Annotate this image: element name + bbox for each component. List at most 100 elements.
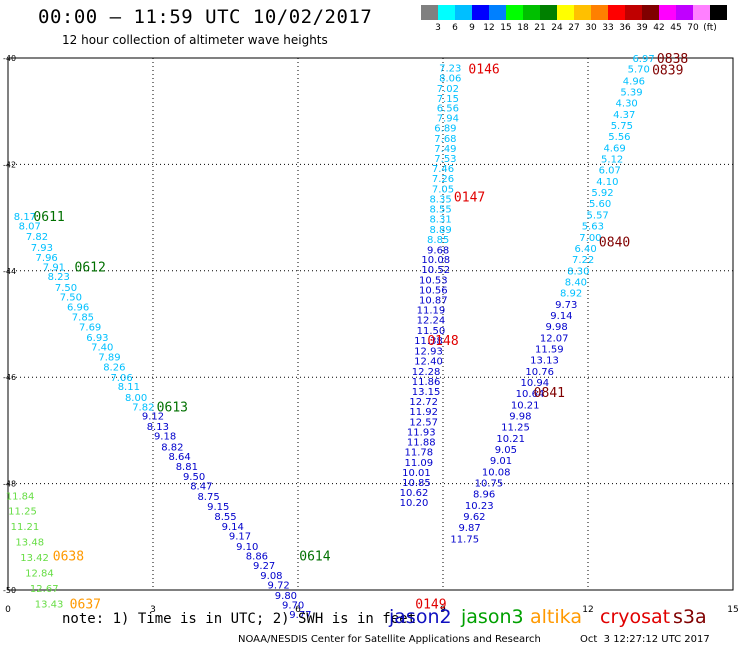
pass-time-label: 0840 — [599, 236, 630, 251]
wave-height-value: 10.62 — [400, 488, 429, 499]
wave-height-value: 6.40 — [574, 244, 596, 255]
wave-height-value: 10.85 — [402, 478, 431, 489]
wave-height-value: 11.78 — [405, 448, 434, 459]
wave-height-value: 9.72 — [268, 581, 290, 592]
wave-height-value: 11.09 — [405, 458, 434, 469]
wave-height-value: 7.82 — [26, 232, 48, 243]
wave-height-value: 9.08 — [260, 571, 282, 582]
wave-height-value: 9.27 — [253, 561, 275, 572]
legend-swatch — [506, 5, 523, 20]
wave-height-value: 10.01 — [402, 468, 431, 479]
wave-height-value: 8.64 — [168, 452, 190, 463]
wave-height-value: 12.84 — [25, 568, 54, 579]
wave-height-value: 9.70 — [282, 600, 304, 611]
wave-height-value: 8.11 — [118, 382, 140, 393]
legend-swatch — [574, 5, 591, 20]
wave-height-value: 6.07 — [599, 166, 621, 177]
wave-height-value: 9.50 — [183, 472, 205, 483]
x-tick-label: 0 — [5, 605, 11, 615]
wave-height-value: 9.68 — [427, 246, 449, 257]
legend-label: (ft) — [703, 23, 717, 33]
wave-height-value: 5.60 — [589, 199, 611, 210]
wave-height-value: 6.56 — [437, 103, 459, 114]
legend-swatch — [710, 5, 727, 20]
wave-height-value: 7.82 — [132, 402, 154, 413]
wave-height-value: 10.76 — [525, 367, 554, 378]
wave-height-value: 8.30 — [567, 266, 589, 277]
wave-height-value: 8.07 — [19, 222, 41, 233]
legend-label: 39 — [636, 23, 648, 33]
wave-height-value: 7.00 — [579, 233, 601, 244]
wave-height-value: 5.63 — [582, 222, 604, 233]
wave-height-value: 5.75 — [611, 121, 633, 132]
wave-height-value: 8.35 — [429, 194, 451, 205]
wave-height-value: 5.92 — [591, 188, 613, 199]
wave-height-value: 9.15 — [207, 502, 229, 513]
pass-time-label: 0148 — [427, 334, 458, 349]
pass-time-label: 0149 — [415, 597, 446, 612]
y-tick-label: -40 — [3, 54, 16, 63]
legend-label: 27 — [568, 23, 580, 33]
wave-height-value: 6.93 — [86, 333, 108, 344]
wave-height-value: 4.30 — [616, 99, 638, 110]
wave-height-value: 5.70 — [628, 65, 650, 76]
wave-height-value: 8.23 — [48, 272, 70, 283]
wave-height-value: 9.87 — [458, 523, 480, 534]
legend-label: 18 — [517, 23, 529, 33]
wave-height-value: 13.15 — [412, 387, 441, 398]
legend-swatch — [659, 5, 676, 20]
legend-swatch — [540, 5, 557, 20]
wave-height-value: 8.31 — [429, 215, 451, 226]
wave-height-value: 7.05 — [432, 184, 454, 195]
wave-height-value: 7.68 — [434, 134, 456, 145]
pass-time-label: 0839 — [652, 64, 683, 79]
legend-label: 3 — [435, 23, 441, 33]
wave-height-value: 11.21 — [11, 522, 40, 533]
wave-height-value: 12.07 — [540, 333, 569, 344]
wave-height-value: 13.42 — [20, 553, 49, 564]
legend-swatch — [472, 5, 489, 20]
pass-time-label: 0838 — [657, 52, 688, 67]
wave-height-value: 12.40 — [414, 357, 443, 368]
wave-height-value: 5.39 — [620, 88, 642, 99]
wave-height-value: 5.56 — [608, 132, 630, 143]
wave-height-value: 8.82 — [161, 442, 183, 453]
x-tick-label: 9 — [440, 605, 446, 615]
legend-swatch — [642, 5, 659, 20]
legend-label: 30 — [585, 23, 597, 33]
y-tick-label: -48 — [3, 480, 16, 489]
wave-height-value: 11.25 — [501, 423, 530, 434]
wave-height-value: 10.94 — [521, 378, 550, 389]
wave-height-value: 7.46 — [432, 164, 454, 175]
wave-height-value: 7.69 — [79, 323, 101, 334]
wave-height-value: 8.17 — [14, 212, 36, 223]
wave-height-value: 10.21 — [496, 434, 525, 445]
wave-height-value: 12.93 — [414, 347, 443, 358]
wave-height-value: 10.64 — [516, 389, 545, 400]
wave-height-value: 9.80 — [275, 591, 297, 602]
wave-height-value: 8.55 — [429, 205, 451, 216]
wave-height-value: 4.96 — [623, 76, 645, 87]
legend-jason2: jason2 — [389, 606, 452, 628]
wave-height-value: 10.23 — [465, 501, 494, 512]
wave-height-value: 10.56 — [419, 285, 448, 296]
pass-time-label: 0611 — [33, 210, 64, 225]
wave-height-value: 10.53 — [419, 275, 448, 286]
x-tick-label: 12 — [582, 605, 593, 615]
wave-height-value: 11.59 — [535, 344, 564, 355]
wave-height-value: 11.92 — [409, 407, 438, 418]
wave-height-value: 13.48 — [15, 538, 44, 549]
wave-height-value: 11.25 — [8, 507, 37, 518]
legend-swatch — [438, 5, 455, 20]
wave-height-value: 4.69 — [603, 143, 625, 154]
footer-note: note: 1) Time is in UTC; 2) SWH is in fe… — [62, 611, 417, 627]
wave-height-value: 7.53 — [434, 154, 456, 165]
wave-height-value: 10.08 — [482, 467, 511, 478]
legend-label: 36 — [619, 23, 631, 33]
wave-height-value: 7.22 — [572, 255, 594, 266]
wave-height-value: 9.98 — [545, 322, 567, 333]
wave-height-value: 8.55 — [214, 512, 236, 523]
wave-height-value: 8.47 — [190, 482, 212, 493]
wave-height-value: 7.49 — [434, 144, 456, 155]
